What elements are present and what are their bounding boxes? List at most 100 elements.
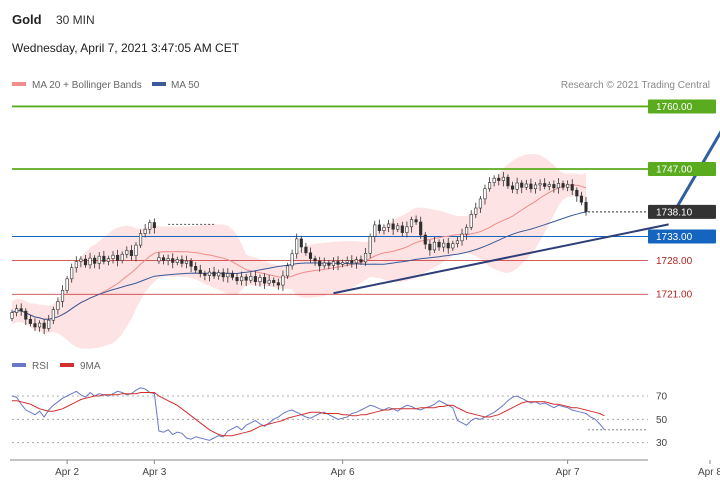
candle-body: [322, 262, 326, 267]
candle-body: [281, 275, 285, 286]
candle: [33, 318, 37, 331]
candle-body: [373, 224, 377, 237]
ma20-legend-swatch: [12, 82, 26, 86]
candle: [364, 248, 368, 266]
candle: [240, 271, 244, 286]
candle-body: [492, 177, 496, 183]
candle-body: [129, 250, 133, 257]
candle: [143, 223, 147, 238]
candle-body: [561, 183, 565, 188]
candle-body: [42, 322, 46, 329]
candle-body: [299, 238, 303, 248]
candle: [547, 181, 551, 191]
x-axis-label-Apr-3: Apr 3: [142, 467, 166, 478]
candle: [37, 320, 42, 332]
candle: [198, 264, 202, 278]
candle-body: [143, 228, 147, 234]
candle: [575, 187, 579, 202]
candle: [161, 254, 166, 265]
candle: [221, 268, 225, 282]
candle: [455, 236, 459, 248]
candle: [497, 174, 501, 186]
candle-body: [290, 253, 294, 267]
candle-body: [437, 241, 441, 248]
candle-body: [258, 277, 262, 283]
candle-body: [134, 244, 138, 257]
candle: [428, 240, 432, 256]
candle-body: [506, 176, 510, 187]
candle-body: [212, 271, 216, 277]
candle: [437, 239, 441, 251]
candle-body: [70, 267, 74, 280]
level-badge-1733.00: [648, 229, 716, 244]
candle: [106, 255, 110, 266]
candle-body: [175, 259, 179, 263]
candle: [386, 219, 391, 233]
candle-body: [308, 252, 313, 259]
candle-body: [249, 276, 253, 281]
candle: [79, 256, 83, 268]
candle: [267, 274, 271, 287]
candle-body: [400, 225, 404, 233]
candle-body: [28, 318, 32, 324]
candle-body: [474, 207, 478, 215]
candle: [327, 260, 331, 270]
candle: [336, 256, 340, 271]
candle: [212, 266, 216, 279]
candle-body: [198, 269, 202, 274]
candle-body: [488, 182, 492, 190]
candle: [478, 196, 482, 213]
candle-body: [386, 223, 391, 228]
candle: [207, 267, 212, 282]
candle: [93, 255, 97, 269]
candle: [474, 202, 478, 219]
candle-body: [451, 243, 455, 249]
candle: [442, 239, 446, 252]
candle-body: [161, 257, 166, 261]
candle: [83, 254, 88, 268]
candle: [354, 256, 358, 269]
level-badge-1747.00: [648, 162, 716, 177]
candle: [70, 263, 74, 283]
candle: [313, 255, 317, 266]
candle-body: [139, 233, 143, 246]
candle: [276, 278, 280, 290]
candle: [65, 275, 69, 294]
candle: [139, 229, 143, 248]
candle: [111, 251, 115, 264]
candle: [304, 242, 308, 256]
candle: [120, 251, 124, 264]
timeframe-label: 30 MIN: [56, 13, 95, 27]
candle-body: [556, 183, 561, 189]
candle-body: [10, 312, 14, 319]
candle: [318, 256, 322, 272]
candle-body: [102, 255, 106, 262]
candle-body: [244, 276, 248, 281]
candle-body: [93, 257, 97, 264]
rsi-ma-legend-label: 9MA: [80, 361, 101, 372]
candle-body: [566, 184, 570, 188]
rsi-legend-label: RSI: [32, 361, 49, 372]
level-label-1747.00: 1747.00: [656, 165, 693, 176]
candle-body: [262, 277, 267, 284]
candle: [543, 178, 547, 190]
candle: [157, 252, 161, 264]
candle: [262, 273, 267, 289]
candle-body: [285, 265, 290, 277]
candle: [203, 270, 207, 281]
candle-body: [377, 224, 381, 231]
candle: [409, 216, 414, 233]
candle: [400, 221, 404, 237]
candle: [538, 179, 542, 191]
candle: [56, 297, 60, 315]
candle-body: [405, 226, 409, 233]
candle-body: [157, 257, 161, 262]
candle-body: [455, 240, 459, 244]
candle-body: [529, 183, 533, 190]
candle-body: [189, 260, 193, 267]
candle: [566, 180, 570, 192]
candle: [382, 224, 386, 235]
level-label-1760.00: 1760.00: [656, 102, 693, 113]
candle-body: [226, 273, 230, 278]
